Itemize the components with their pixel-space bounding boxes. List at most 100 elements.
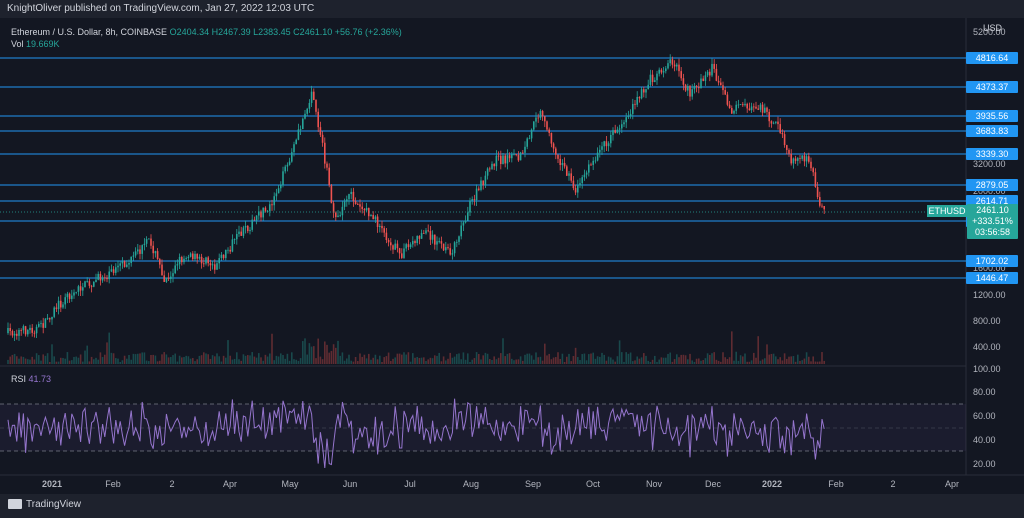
candle-body bbox=[110, 269, 113, 272]
volume-bar bbox=[416, 357, 418, 364]
currency-label[interactable]: USD bbox=[983, 23, 1003, 33]
candle-body bbox=[590, 164, 592, 166]
volume-bar bbox=[304, 338, 306, 364]
volume-bar bbox=[739, 355, 742, 364]
volume-bar bbox=[753, 352, 755, 364]
candle-body bbox=[770, 121, 773, 124]
volume-bar bbox=[462, 352, 465, 364]
volume-bar bbox=[735, 351, 737, 364]
volume-bar bbox=[799, 360, 801, 364]
candle-body bbox=[722, 85, 724, 91]
candle-body bbox=[533, 121, 535, 130]
price-tick: 5200.00 bbox=[973, 27, 1006, 37]
candle-body bbox=[636, 96, 638, 105]
candle-body bbox=[429, 231, 432, 240]
volume-bar bbox=[673, 359, 676, 364]
publish-bar: KnightOliver published on TradingView.co… bbox=[0, 0, 1024, 18]
volume-bar bbox=[627, 353, 630, 364]
candle-body bbox=[104, 277, 106, 279]
volume-bar bbox=[513, 360, 515, 364]
volume-bar bbox=[139, 353, 141, 364]
volume-bar bbox=[689, 353, 691, 364]
candle-body bbox=[581, 177, 583, 184]
volume-legend[interactable]: Vol 19.669K bbox=[11, 39, 60, 49]
volume-bar bbox=[568, 353, 570, 364]
candle-body bbox=[788, 149, 790, 154]
candle-body bbox=[225, 249, 227, 259]
time-tick: 2 bbox=[890, 479, 895, 489]
candle-body bbox=[332, 203, 335, 213]
candle-body bbox=[814, 172, 817, 188]
volume-bar bbox=[682, 354, 685, 364]
candle-body bbox=[535, 117, 537, 122]
volume-bar bbox=[471, 359, 473, 364]
candle-body bbox=[143, 243, 146, 246]
volume-bar bbox=[691, 360, 693, 364]
volume-bar bbox=[357, 361, 359, 364]
candle-body bbox=[524, 146, 526, 153]
volume-bar bbox=[533, 359, 535, 364]
volume-bar bbox=[548, 353, 550, 364]
candle-body bbox=[550, 132, 553, 144]
volume-bar bbox=[264, 354, 267, 364]
time-tick: Nov bbox=[646, 479, 663, 489]
volume-bar bbox=[603, 354, 605, 364]
price-tick: 800.00 bbox=[973, 316, 1001, 326]
volume-bar bbox=[632, 361, 634, 364]
volume-bar bbox=[9, 356, 11, 364]
candle-body bbox=[130, 256, 132, 264]
candle-body bbox=[621, 124, 623, 129]
candle-body bbox=[568, 173, 570, 176]
candle-body bbox=[231, 239, 234, 252]
candle-body bbox=[16, 333, 18, 336]
candle-body bbox=[418, 235, 421, 239]
candle-body bbox=[77, 286, 80, 292]
candle-body bbox=[649, 74, 652, 85]
candle-body bbox=[548, 129, 550, 133]
volume-bar bbox=[79, 354, 82, 364]
candle-body bbox=[148, 238, 150, 240]
symbol-legend[interactable]: Ethereum / U.S. Dollar, 8h, COINBASE O24… bbox=[11, 27, 402, 37]
candle-body bbox=[673, 64, 676, 67]
volume-bar bbox=[174, 353, 176, 364]
volume-bar bbox=[583, 353, 586, 364]
volume-bar bbox=[205, 353, 207, 364]
candle-body bbox=[176, 264, 179, 266]
candle-body bbox=[141, 245, 143, 254]
candle-body bbox=[238, 231, 240, 234]
volume-bar bbox=[473, 358, 476, 364]
candle-body bbox=[240, 231, 242, 236]
volume-bar bbox=[302, 341, 304, 364]
candle-body bbox=[761, 104, 764, 113]
volume-bar bbox=[645, 355, 647, 364]
candle-body bbox=[128, 263, 130, 265]
candle-body bbox=[737, 104, 740, 106]
volume-bar bbox=[427, 359, 429, 364]
volume-bar bbox=[407, 352, 410, 364]
volume-bar bbox=[629, 352, 632, 364]
candle-body bbox=[183, 258, 185, 263]
rsi-legend[interactable]: RSI 41.73 bbox=[11, 374, 51, 384]
candle-body bbox=[436, 241, 438, 245]
volume-bar bbox=[141, 352, 143, 364]
chart-area[interactable] bbox=[0, 18, 1024, 518]
volume-bar bbox=[330, 350, 333, 364]
candle-body bbox=[343, 201, 346, 207]
candle-body bbox=[88, 281, 91, 286]
volume-bar bbox=[636, 356, 638, 364]
candle-body bbox=[662, 71, 665, 73]
volume-bar bbox=[588, 354, 590, 364]
candle-body bbox=[220, 254, 223, 259]
candle-body bbox=[97, 273, 99, 280]
volume-bar bbox=[544, 343, 546, 364]
candle-body bbox=[819, 197, 821, 206]
volume-bar bbox=[746, 361, 748, 364]
tradingview-logo[interactable]: TradingView bbox=[8, 499, 81, 510]
current-price-tag: 2461.10 +333.51% 03:56:58 bbox=[967, 204, 1018, 239]
candle-body bbox=[561, 162, 564, 166]
candle-body bbox=[660, 69, 663, 73]
candle-body bbox=[55, 307, 58, 310]
candle-body bbox=[577, 185, 579, 193]
volume-bar bbox=[409, 361, 412, 364]
